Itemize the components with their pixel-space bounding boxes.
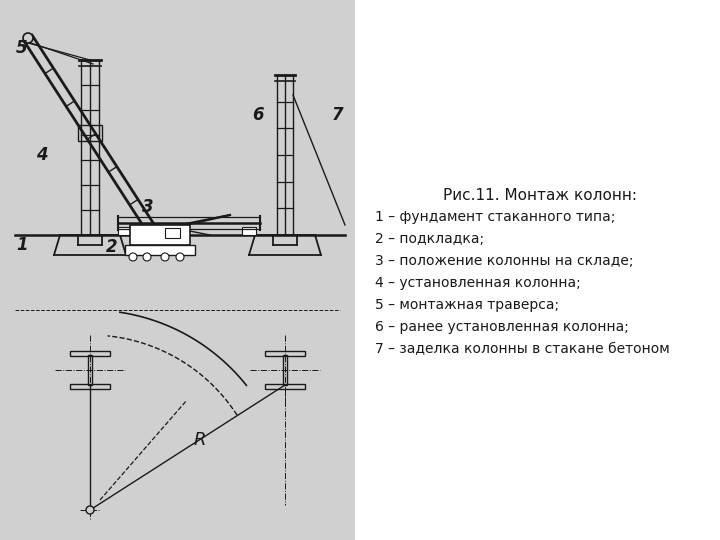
Text: 1 – фундамент стаканного типа;: 1 – фундамент стаканного типа;	[375, 210, 616, 224]
Bar	[70, 384, 110, 389]
Bar	[0, 0, 355, 540]
Bar	[242, 227, 256, 235]
Circle shape	[86, 506, 94, 514]
Bar	[70, 351, 110, 356]
Bar	[283, 355, 287, 385]
Text: 1: 1	[16, 236, 28, 254]
Bar	[135, 227, 147, 235]
Text: 3: 3	[142, 198, 154, 216]
Circle shape	[143, 253, 151, 261]
Text: 5 – монтажная траверса;: 5 – монтажная траверса;	[375, 298, 559, 312]
Bar	[265, 384, 305, 389]
Bar	[130, 225, 190, 245]
Circle shape	[23, 33, 33, 43]
Text: Рис.11. Монтаж колонн:: Рис.11. Монтаж колонн:	[443, 187, 637, 202]
Circle shape	[176, 253, 184, 261]
Text: 4: 4	[36, 146, 48, 164]
Bar	[78, 125, 102, 141]
Text: 4 – установленная колонна;: 4 – установленная колонна;	[375, 276, 581, 290]
Bar	[125, 245, 195, 255]
Text: 6: 6	[252, 106, 264, 124]
Bar	[88, 355, 92, 385]
Text: 6 – ранее установленная колонна;: 6 – ранее установленная колонна;	[375, 320, 629, 334]
Text: 7 – заделка колонны в стакане бетоном: 7 – заделка колонны в стакане бетоном	[375, 342, 670, 356]
Text: 2 – подкладка;: 2 – подкладка;	[375, 232, 484, 246]
Circle shape	[129, 253, 137, 261]
Circle shape	[161, 253, 169, 261]
Text: 5: 5	[16, 39, 28, 57]
Text: 2: 2	[106, 238, 118, 256]
Text: 7: 7	[332, 106, 344, 124]
Bar	[165, 228, 180, 238]
Text: 3 – положение колонны на складе;: 3 – положение колонны на складе;	[375, 254, 634, 268]
Bar	[118, 227, 130, 235]
Bar	[265, 351, 305, 356]
Text: R: R	[194, 431, 206, 449]
